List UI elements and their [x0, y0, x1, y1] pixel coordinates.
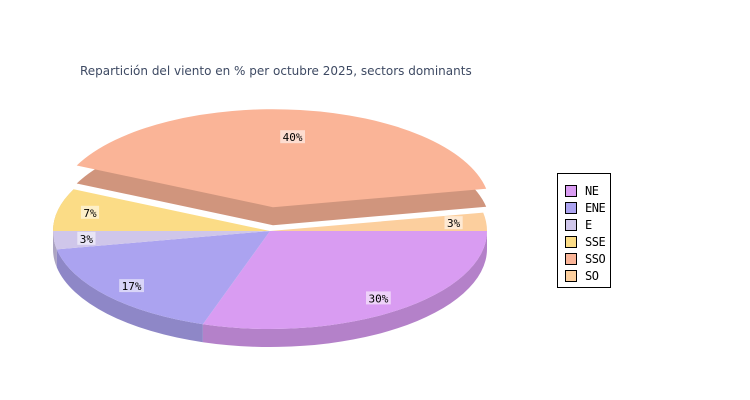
legend-label: SSO — [585, 251, 606, 266]
pie-slice-SSO — [76, 109, 487, 208]
legend-swatch-SSE — [565, 235, 577, 248]
legend-item-SSO: SSO — [565, 250, 610, 267]
pie-slice-wall-ENE — [56, 249, 203, 343]
pie-slice-label-E: 3% — [77, 231, 96, 246]
pie-label-background — [280, 130, 305, 144]
pie-label-background — [77, 231, 96, 245]
pie-slice-wall-NE — [202, 231, 487, 348]
pie-slice-NE — [202, 231, 487, 330]
legend-item-SSE: SSE — [565, 233, 610, 250]
legend-label: SO — [585, 268, 599, 283]
pie-slice-SSE — [53, 189, 270, 231]
legend-label: SSE — [585, 234, 606, 249]
pie-slice-label-SSO: 40% — [280, 130, 305, 144]
legend-item-SO: SO — [565, 267, 610, 284]
legend-swatch-SO — [565, 269, 577, 282]
legend-label: E — [585, 217, 592, 232]
legend-item-E: E — [565, 216, 610, 233]
pie-slice-label-SO: 3% — [444, 216, 463, 230]
legend-swatch-E — [565, 218, 577, 231]
pie-label-background — [366, 291, 391, 305]
pie-label-text: 30% — [368, 292, 388, 305]
pie-slice-ENE — [56, 231, 270, 325]
legend-swatch-NE — [565, 184, 577, 197]
legend-swatch-SSO — [565, 252, 577, 265]
pie-label-text: 3% — [80, 233, 94, 246]
chart-title: Repartición del viento en % per octubre … — [80, 64, 472, 78]
legend-label: ENE — [585, 200, 606, 215]
legend-item-NE: NE — [565, 182, 610, 199]
pie-slice-label-ENE: 17% — [119, 279, 144, 293]
pie-label-text: 7% — [83, 207, 97, 220]
legend-box: NE ENE E SSE SSO SO — [557, 173, 611, 288]
legend-item-ENE: ENE — [565, 199, 610, 216]
pie-slice-label-SSE: 7% — [80, 205, 100, 220]
pie-label-text: 3% — [447, 217, 461, 230]
pie-label-background — [444, 216, 463, 230]
pie-label-background — [80, 205, 100, 219]
pie-slice-E — [52, 231, 270, 250]
pie-label-text: 40% — [283, 131, 303, 144]
legend-swatch-ENE — [565, 201, 577, 214]
pie-slice-wall-E — [52, 231, 57, 268]
pie-label-text: 17% — [122, 280, 142, 293]
pie-slice-label-NE: 30% — [366, 291, 391, 305]
legend-label: NE — [585, 183, 599, 198]
pie-label-background — [119, 279, 144, 293]
pie-slice-SO — [270, 212, 488, 231]
